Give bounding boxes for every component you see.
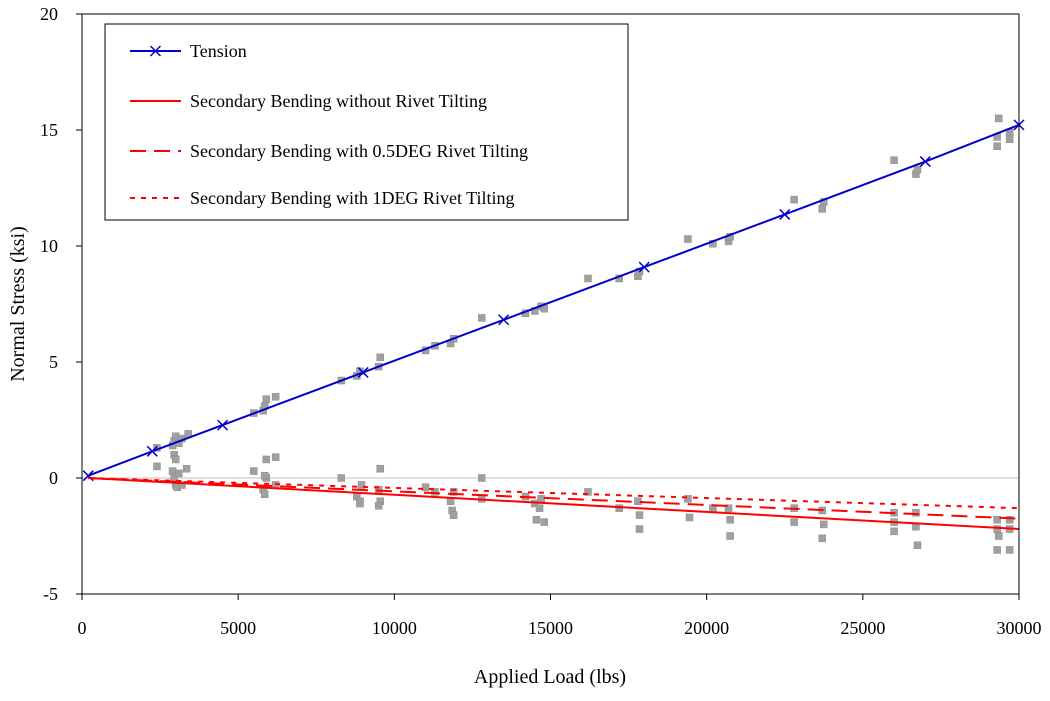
y-tick-label: -5 xyxy=(43,584,58,604)
data-point xyxy=(818,534,826,543)
data-point xyxy=(684,495,692,503)
x-tick-label: 15000 xyxy=(528,618,573,638)
data-point xyxy=(337,474,345,482)
legend-marker xyxy=(149,45,162,57)
legend: Tension Secondary Bending without Rivet T… xyxy=(104,23,629,221)
x-tick-label: 0 xyxy=(78,618,87,638)
y-axis-title: Normal Stress (ksi) xyxy=(7,226,29,382)
data-point xyxy=(993,546,1001,554)
data-point xyxy=(535,504,544,512)
x-tick-label: 20000 xyxy=(684,618,729,638)
data-point xyxy=(271,393,280,401)
data-point xyxy=(171,455,180,464)
series-line xyxy=(88,477,1020,520)
legend-items: Tension Secondary Bending without Rivet T… xyxy=(130,41,528,208)
data-point xyxy=(260,490,269,498)
data-point xyxy=(584,488,592,496)
data-point xyxy=(726,516,734,524)
data-point xyxy=(374,502,383,510)
series-layer xyxy=(82,119,1025,531)
data-point xyxy=(478,474,486,482)
data-point xyxy=(993,142,1001,150)
data-point xyxy=(1005,135,1014,144)
data-point xyxy=(1005,516,1014,524)
data-point xyxy=(635,511,644,519)
y-tick-label: 15 xyxy=(40,120,58,140)
series-marker xyxy=(146,445,158,457)
series-marker xyxy=(638,261,650,273)
data-point xyxy=(993,525,1001,533)
data-point xyxy=(913,165,922,174)
data-point xyxy=(913,541,922,550)
data-point xyxy=(890,527,898,536)
data-point xyxy=(724,504,733,512)
data-point xyxy=(357,481,366,489)
x-tick-label: 5000 xyxy=(220,618,256,638)
x-tick-label: 10000 xyxy=(372,618,417,638)
series-marker xyxy=(498,314,510,326)
data-point xyxy=(726,532,734,540)
y-tick-label: 0 xyxy=(49,468,58,488)
data-point xyxy=(431,488,439,496)
data-point xyxy=(153,462,161,471)
legend-label: Tension xyxy=(190,41,247,61)
y-tick-label: 20 xyxy=(40,4,58,24)
x-axis-title: Applied Load (lbs) xyxy=(474,666,626,688)
data-point xyxy=(376,353,385,362)
legend-label: Secondary Bending with 1DEG Rivet Tiltin… xyxy=(190,188,515,208)
data-point xyxy=(685,513,694,522)
legend-label: Secondary Bending without Rivet Tilting xyxy=(190,91,487,111)
data-point xyxy=(540,518,549,526)
data-point xyxy=(262,395,271,403)
data-point xyxy=(175,469,183,478)
series-marker xyxy=(357,366,369,378)
data-point xyxy=(1005,546,1014,554)
data-point xyxy=(449,511,458,519)
data-point xyxy=(993,516,1001,524)
data-point xyxy=(171,432,180,440)
data-point xyxy=(532,516,541,524)
data-point xyxy=(790,195,798,204)
data-point xyxy=(376,464,385,473)
data-point xyxy=(182,464,191,473)
series-line xyxy=(88,477,1020,510)
series-marker xyxy=(919,156,931,168)
experimental-points-layer xyxy=(153,114,1014,554)
data-point xyxy=(635,525,644,533)
data-point xyxy=(449,488,458,496)
data-point xyxy=(912,509,920,517)
data-point xyxy=(790,518,798,526)
y-axis: -5 0 5 10 15 20 xyxy=(40,4,82,604)
data-point xyxy=(271,453,280,461)
data-point xyxy=(537,495,545,503)
data-point xyxy=(584,274,592,283)
data-point xyxy=(684,235,692,243)
data-point xyxy=(168,467,177,475)
data-point xyxy=(356,499,364,508)
x-tick-label: 30000 xyxy=(997,618,1042,638)
data-point xyxy=(421,483,430,492)
data-point xyxy=(260,471,269,480)
data-point xyxy=(890,156,898,164)
data-point xyxy=(820,520,828,529)
series-marker xyxy=(217,419,229,431)
y-tick-label: 10 xyxy=(40,236,58,256)
y-tick-label: 5 xyxy=(49,352,58,372)
data-point xyxy=(818,205,826,213)
data-point xyxy=(250,467,258,475)
data-point xyxy=(262,455,271,464)
series-marker xyxy=(779,208,791,220)
x-axis: 0 5000 10000 15000 20000 25000 30000 xyxy=(78,594,1042,638)
data-point xyxy=(994,114,1003,123)
data-point xyxy=(478,314,486,322)
legend-box xyxy=(104,23,629,221)
x-tick-label: 25000 xyxy=(840,618,885,638)
data-point xyxy=(994,532,1003,540)
legend-label: Secondary Bending with 0.5DEG Rivet Tilt… xyxy=(190,141,528,161)
series-line xyxy=(88,477,1020,531)
data-point xyxy=(178,481,186,489)
